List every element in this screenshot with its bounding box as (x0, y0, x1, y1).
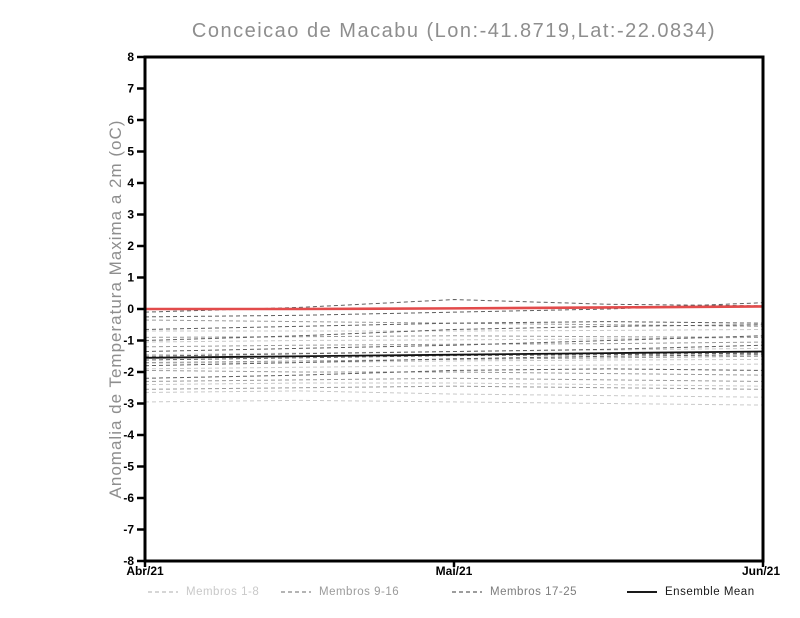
solid-line-swatch (627, 591, 657, 593)
y-tick-label: -1 (123, 334, 134, 348)
y-tick-label: 8 (127, 50, 134, 64)
series-line-membro-21 (144, 335, 764, 353)
y-tick-label: 5 (127, 145, 134, 159)
series-line-membro-18 (144, 302, 764, 318)
series-line-membro-13 (144, 355, 764, 364)
y-tick-label: -7 (123, 523, 134, 537)
dashed-line-swatch (452, 591, 482, 593)
series-line-membro-17 (144, 299, 764, 313)
series-line-membro-16 (144, 385, 764, 390)
series-line-membro-4 (144, 358, 764, 364)
series-line-zero-reference (145, 305, 764, 311)
y-tick-label: 2 (127, 239, 134, 253)
y-tick-label: 6 (127, 113, 134, 127)
y-tick-label: -6 (123, 491, 134, 505)
series-line-membro-5 (144, 363, 764, 370)
legend-label: Ensemble Mean (665, 586, 755, 598)
x-tick-label: Mai/21 (436, 564, 473, 578)
x-tick-label: Jun/21 (742, 564, 780, 578)
series-line-membro-6 (144, 382, 764, 387)
y-tick-label: 3 (127, 208, 134, 222)
y-tick-label: -3 (123, 397, 134, 411)
y-tick-label: -2 (123, 365, 134, 379)
legend-item-ensemble-mean: Ensemble Mean (627, 585, 755, 599)
y-tick-label: 0 (127, 302, 134, 316)
y-tick-label: -5 (123, 460, 134, 474)
legend-item-membros-9-16: Membros 9-16 (281, 585, 399, 599)
series-line-membro-15 (144, 377, 764, 382)
chart-legend: Membros 1-8 Membros 9-16 Membros 17-25 E… (0, 585, 800, 605)
series-line-membro-20 (144, 324, 764, 341)
legend-label: Membros 17-25 (490, 586, 578, 598)
legend-label: Membros 9-16 (319, 586, 400, 598)
legend-item-membros-17-25: Membros 17-25 (452, 585, 577, 599)
series-line-membro-14 (144, 369, 764, 376)
y-tick-label: 7 (127, 82, 134, 96)
y-tick-label: 1 (127, 271, 134, 285)
series-line-ensemble-mean (144, 350, 764, 359)
dashed-line-swatch (148, 591, 178, 593)
x-tick-label: Abr/21 (126, 564, 164, 578)
y-tick-label: -4 (123, 428, 134, 442)
series-line-membro-24 (144, 354, 764, 367)
series-line-membro-11 (144, 341, 764, 348)
series-line-membro-10 (144, 335, 764, 338)
dashed-line-swatch (281, 591, 311, 593)
series-line-membro-8 (144, 399, 764, 406)
series-line-membro-19 (144, 321, 764, 330)
chart-title: Conceicao de Macabu (Lon:-41.8719,Lat:-2… (191, 20, 717, 42)
series-line-membro-23 (144, 352, 764, 361)
y-tick-label: -8 (123, 554, 134, 568)
series-line-membro-25 (144, 368, 764, 379)
series-line-membro-2 (144, 336, 764, 343)
series-line-membro-7 (144, 390, 764, 398)
y-tick-label: 4 (127, 176, 134, 190)
series-line-membro-22 (144, 344, 764, 357)
legend-item-membros-1-8: Membros 1-8 (148, 585, 259, 599)
series-line-membro-1 (145, 328, 764, 332)
legend-label: Membros 1-8 (186, 586, 260, 598)
